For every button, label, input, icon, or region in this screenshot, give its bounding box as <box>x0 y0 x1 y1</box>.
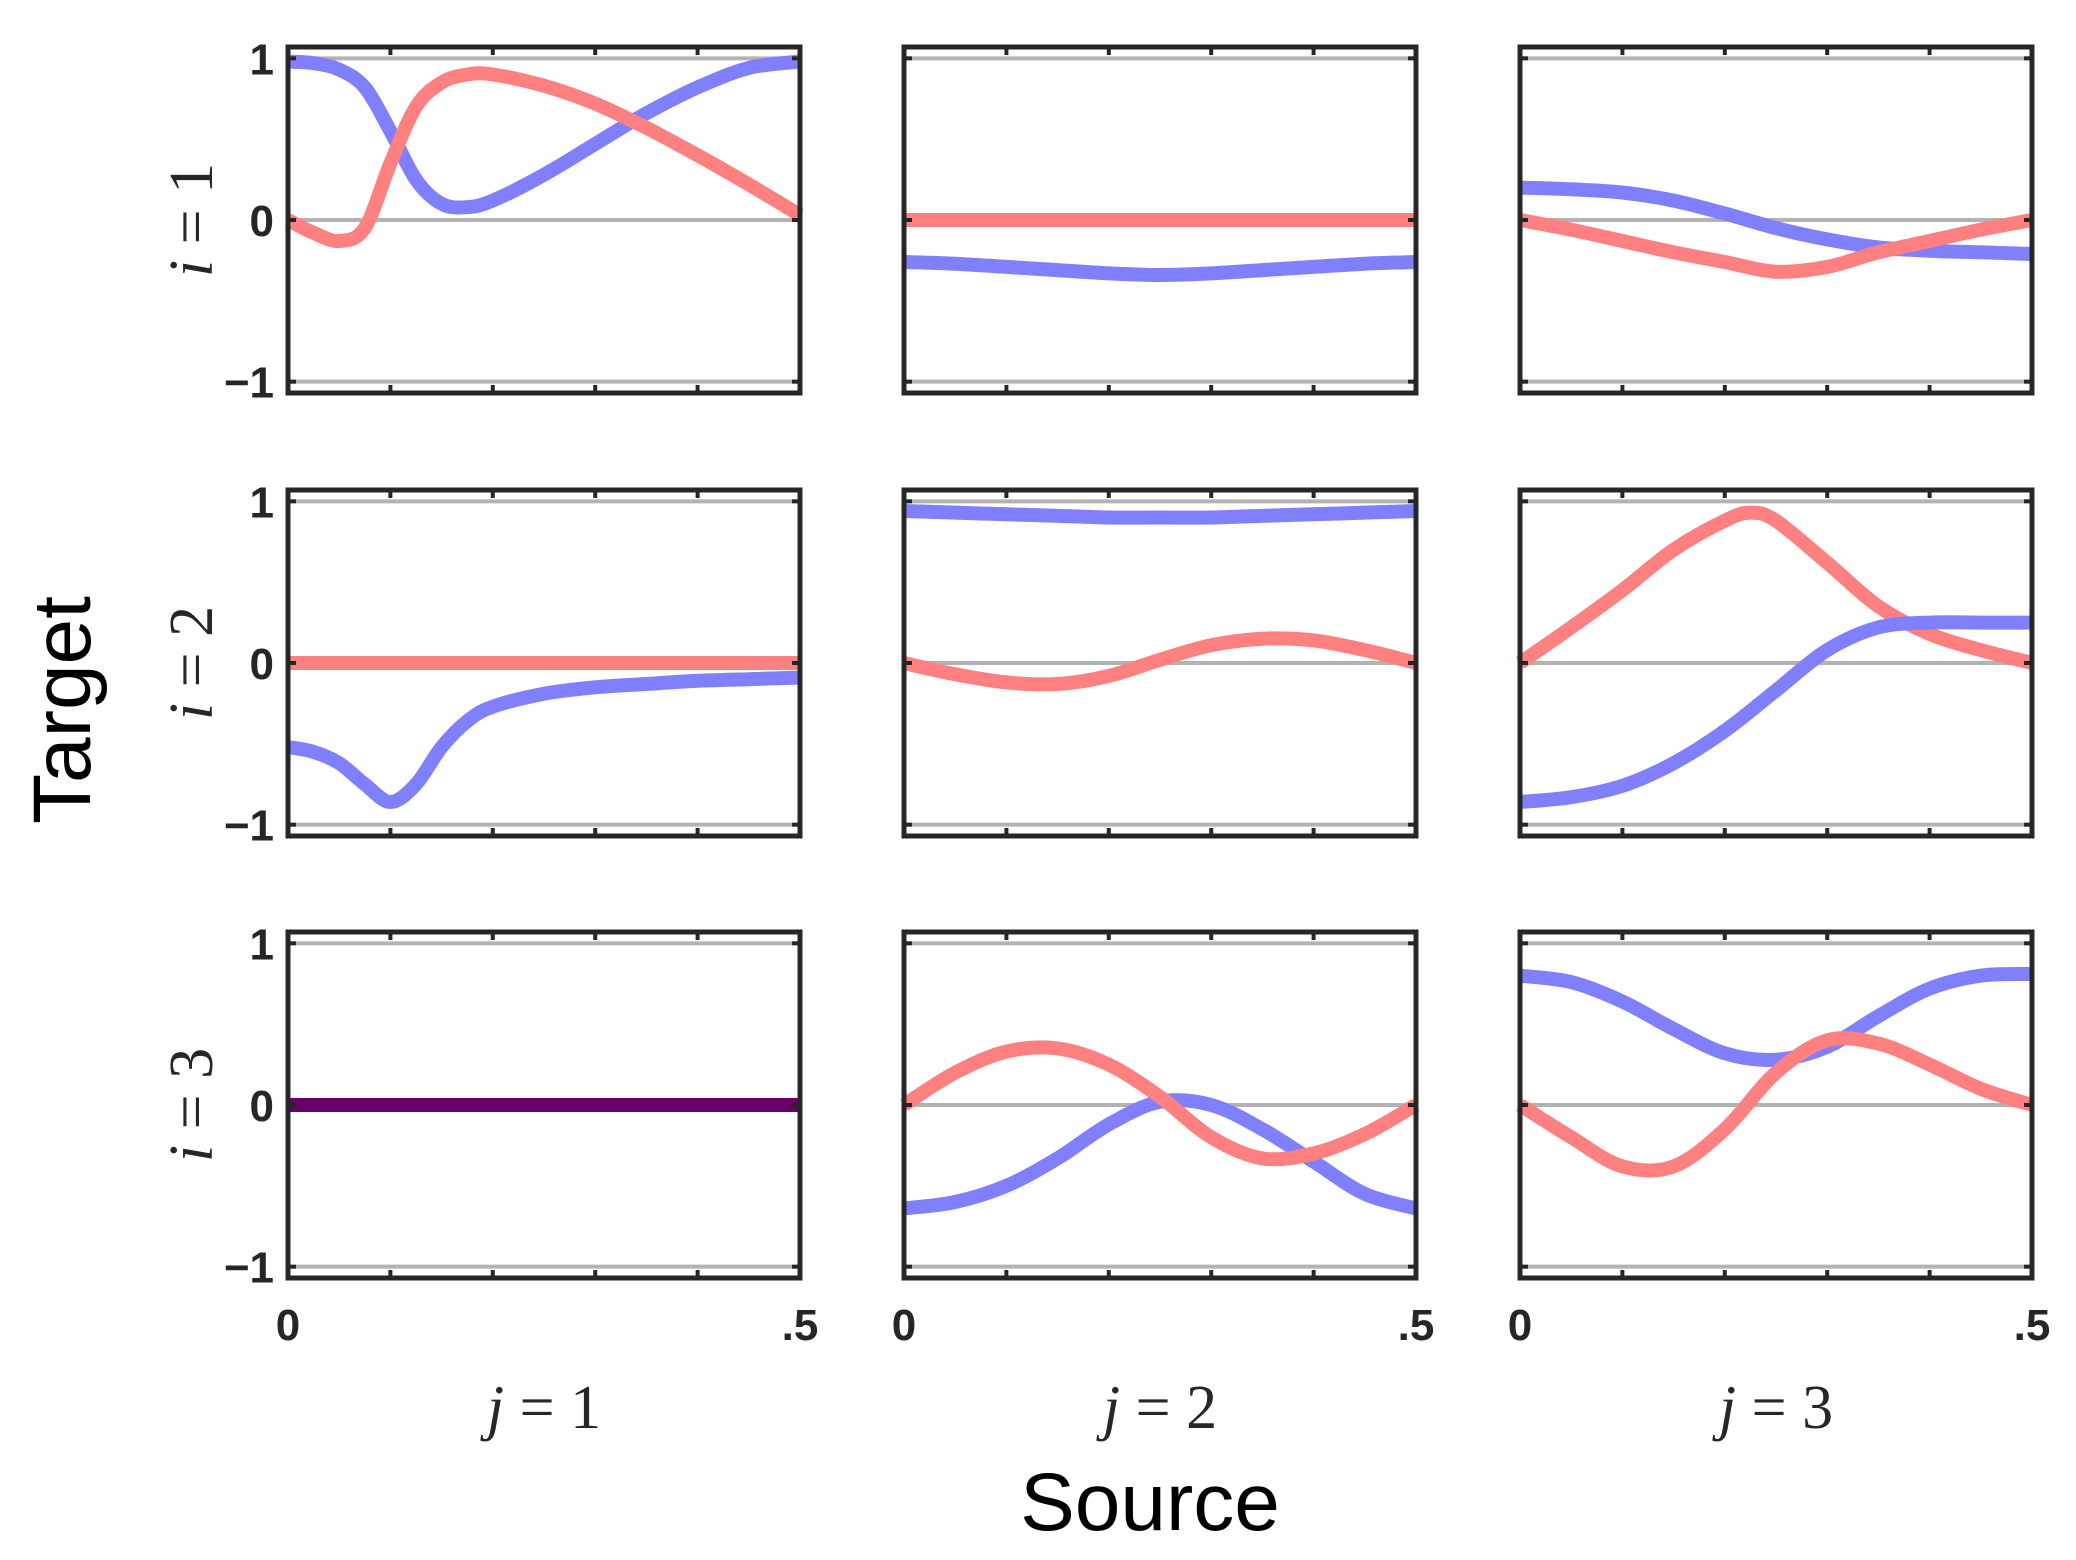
blue-series-line <box>286 670 801 809</box>
row-label-i1: i = 1 <box>158 163 226 277</box>
y-tick-label: 0 <box>250 1082 274 1131</box>
panel-r3-c3: 0.5 <box>1508 929 2051 1350</box>
x-tick-label: 0 <box>276 1301 300 1350</box>
y-tick-label: 1 <box>250 35 274 84</box>
red-series-line <box>1516 505 2034 670</box>
y-tick-label: −1 <box>224 359 274 408</box>
column-label-j2: j = 2 <box>1096 1374 1217 1442</box>
column-label-j1: j = 1 <box>480 1374 601 1442</box>
panel-r1-c1: 1 0 −1 <box>224 35 804 408</box>
y-tick-label: 0 <box>250 640 274 689</box>
row-labels: i = 1 i = 2 i = 3 <box>158 163 226 1162</box>
x-tick-label: .5 <box>1398 1301 1435 1350</box>
red-series-line <box>900 1040 1420 1167</box>
row-label-i2: i = 2 <box>158 606 226 720</box>
panel-grid: 10−110−110−10.5 0.5 0.5 <box>224 35 2051 1350</box>
y-tick-label: 0 <box>250 197 274 246</box>
panel-r1-c3 <box>1517 44 2035 396</box>
panel-r1-c2 <box>901 44 1419 396</box>
x-tick-label: 0 <box>1508 1301 1532 1350</box>
red-series-line <box>284 66 804 249</box>
red-series-line <box>1518 213 2034 279</box>
column-label-j3: j = 3 <box>1712 1374 1833 1442</box>
blue-series-line <box>1519 967 2033 1067</box>
panel-r2-c1: 1 0 −1 <box>224 478 803 851</box>
blue-series-line <box>903 1093 1418 1216</box>
blue-series-line <box>903 255 1417 282</box>
y-tick-label: 1 <box>250 478 274 527</box>
column-labels: j = 1 j = 2 j = 3 <box>480 1374 1833 1442</box>
row-label-i3: i = 3 <box>158 1048 226 1162</box>
x-tick-label: 0 <box>892 1301 916 1350</box>
x-axis-title: Source <box>1020 1457 1280 1548</box>
blue-series-line <box>903 504 1417 525</box>
red-series-line <box>902 631 1418 692</box>
panel-r2-c3 <box>1516 487 2035 839</box>
y-tick-label: −1 <box>224 802 274 851</box>
panel-r2-c2 <box>901 487 1419 839</box>
y-tick-label: −1 <box>224 1244 274 1293</box>
y-axis-title: Target <box>17 596 108 824</box>
red-series-line <box>1516 1031 2035 1178</box>
y-tick-label: 1 <box>250 920 274 969</box>
panel-r3-c1: 10−10.5 <box>224 920 819 1350</box>
blue-series-line <box>1519 615 2032 809</box>
blue-series-line <box>1519 180 2033 261</box>
x-tick-label: .5 <box>2014 1301 2051 1350</box>
x-tick-label: .5 <box>782 1301 819 1350</box>
blue-series-line <box>287 54 801 215</box>
panel-r3-c2: 0.5 <box>892 929 1435 1350</box>
